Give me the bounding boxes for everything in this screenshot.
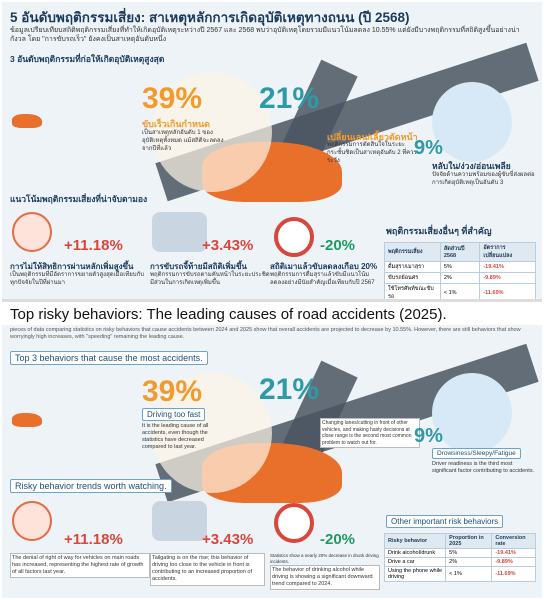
table-row: Drive a car 2% -9.89%	[383, 557, 536, 567]
stat-39-label: ขับเร็วเกินกำหนด	[142, 119, 210, 129]
table-cell: Using the phone while driving	[383, 566, 447, 582]
thai-infographic: 5 อันดับพฤติกรรมเสี่ยง: สาเหตุหลักการเกิ…	[2, 2, 542, 302]
table-cell: ขับรถย้อนศร	[384, 272, 441, 284]
table-cell: < 1%	[439, 283, 481, 299]
trend-drunk-value: -20%	[320, 237, 356, 254]
stat-9-label: หลับใน/ง่วง/อ่อนเพลีย	[432, 161, 511, 171]
no-drunk-driving-icon	[274, 503, 314, 543]
table-cell: ใช้โทรศัพท์ขณะขับรถ	[384, 283, 441, 299]
tailgating-icon	[152, 212, 207, 252]
right-of-way-icon	[12, 501, 52, 541]
table-cell: ดื่มสุรา/เมาสุรา	[384, 261, 441, 273]
stat-21-desc: พฤติกรรมการตัดสินใจในระยะกระชั้นชิดเป็นส…	[327, 142, 417, 164]
table-cell: 2%	[439, 272, 481, 284]
page-title-en: Top risky behaviors: The leading causes …	[10, 306, 447, 323]
trend-drunk-label-en: The behavior of drinking alcohol while d…	[270, 565, 380, 591]
table-header: Proportion in 2025	[445, 533, 493, 549]
other-risks-table-en: Risky behavior Proportion in 2025 Conver…	[383, 533, 536, 582]
table-cell: 5%	[445, 548, 493, 558]
table-cell: 5%	[439, 261, 481, 273]
stat-9-label-en: Drowsiness/Sleepy/Fatigue	[432, 448, 521, 459]
highlight-circle	[152, 373, 272, 493]
table-cell: Drive a car	[383, 557, 447, 567]
no-drunk-driving-icon	[274, 217, 314, 257]
stat-21-label: เปลี่ยนเลน/เลี้ยวตัดหน้า	[327, 132, 418, 142]
table-row: Using the phone while driving < 1% -11.6…	[383, 566, 536, 582]
table-cell: Drink alcohol/drunk	[383, 548, 447, 558]
trend-tailgating-value: +3.43%	[202, 237, 254, 254]
trend-tailgating-label: การขับรถจี้ท้ายมีสถิติเพิ่มขึ้น	[150, 262, 247, 271]
stat-39-desc-en: It is the leading cause of all accidents…	[142, 423, 209, 451]
sleepy-driver-icon	[432, 82, 512, 162]
table-row: ขับรถย้อนศร 2% -9.89%	[384, 272, 536, 284]
trend-right-of-way-label: การไม่ให้สิทธิการผ่านหลักเพิ่มสูงขึ้น	[10, 262, 134, 271]
table-row: Drink alcohol/drunk 5% -19.41%	[383, 548, 536, 558]
table-header: อัตราการเปลี่ยนแปลง	[479, 242, 536, 262]
intro-text-en: pieces of data comparing statistics on r…	[10, 327, 521, 341]
section-top3-title-en: Top 3 behaviors that cause the most acci…	[10, 351, 208, 365]
small-car-icon	[12, 413, 42, 427]
table-cell: -9.89%	[479, 272, 536, 284]
highlight-circle	[152, 72, 272, 192]
table-row: ใช้โทรศัพท์ขณะขับรถ < 1% -11.69%	[384, 283, 536, 299]
stat-21-percent: 21%	[259, 82, 320, 115]
trend-tailgating-desc: พฤติกรรมการขับรถตามคันหน้าในระยะประชิดมี…	[150, 272, 270, 286]
page-title: 5 อันดับพฤติกรรมเสี่ยง: สาเหตุหลักการเกิ…	[10, 10, 410, 25]
trend-drunk-desc: พฤติกรรมการดื่มสุราแล้วขับมีแนวโน้มลดลงอ…	[270, 272, 375, 286]
english-infographic: Top risky behaviors: The leading causes …	[2, 303, 542, 598]
trend-tailgating-value-en: +3.43%	[202, 531, 254, 548]
trend-right-of-way-label-en: The denial of right of way for vehicles …	[10, 553, 150, 579]
trend-drunk-top-en: Statistics show a nearly 20% decrease in…	[270, 553, 379, 564]
stat-9-desc: ปัจจัยด้านความพร้อมของผู้ขับขี่ส่งผลต่อก…	[432, 172, 535, 186]
table-header: พฤติกรรมเสี่ยง	[384, 242, 441, 262]
other-risks-table: พฤติกรรมเสี่ยง สัดส่วนปี 2568 อัตราการเป…	[384, 242, 536, 299]
trend-right-of-way-desc: เป็นพฤติกรรมที่มีอัตราการขยายตัวสูงสุดเม…	[10, 272, 145, 286]
right-of-way-icon	[12, 212, 52, 252]
table-header: Risky behavior	[383, 533, 447, 549]
table-cell: -11.69%	[479, 283, 536, 299]
stat-21-label-en: Changing lanes/cutting in front of other…	[320, 418, 420, 448]
tailgating-icon	[152, 501, 207, 541]
trend-tailgating-label-en: Tailgating is on the rise; this behavior…	[150, 553, 265, 586]
table-row: ดื่มสุรา/เมาสุรา 5% -19.41%	[384, 261, 536, 273]
title-bar	[2, 303, 542, 325]
table-cell: -19.41%	[491, 548, 536, 558]
table-header: Conversion rate	[491, 533, 536, 549]
stat-39-percent-en: 39%	[142, 375, 203, 408]
intro-text: ข้อมูลเปรียบเทียบสถิติพฤติกรรมเสี่ยงที่ท…	[10, 27, 520, 44]
stat-9-percent-en: 9%	[414, 425, 443, 447]
stat-9-desc-en: Driver readiness is the third most signi…	[432, 461, 535, 475]
other-risks-title-en: Other important risk behaviors	[386, 515, 504, 528]
section-trends-title: แนวโน้มพฤติกรรมเสี่ยงที่น่าจับตามอง	[10, 194, 148, 204]
sleepy-driver-icon	[432, 373, 512, 453]
trend-drunk-value-en: -20%	[320, 531, 356, 548]
table-header-row: พฤติกรรมเสี่ยง สัดส่วนปี 2568 อัตราการเป…	[384, 242, 536, 262]
trend-right-of-way-value: +11.18%	[64, 237, 123, 254]
stat-39-percent: 39%	[142, 82, 203, 115]
section-trends-title-en: Risky behavior trends worth watching.	[10, 479, 172, 493]
table-cell: 2%	[445, 557, 493, 567]
table-cell: -11.69%	[491, 566, 536, 582]
stat-9-percent: 9%	[414, 137, 443, 159]
table-cell: -9.89%	[491, 557, 536, 567]
section-top3-title: 3 อันดับพฤติกรรมที่ก่อให้เกิดอุบัติเหตุส…	[10, 54, 165, 64]
table-cell: < 1%	[445, 566, 493, 582]
table-header-row: Risky behavior Proportion in 2025 Conver…	[383, 533, 536, 549]
stat-39-desc: เป็นสาเหตุหลักอันดับ 1 ของอุบัติเหตุทั้ง…	[142, 130, 224, 152]
trend-drunk-label: สถิติเมาแล้วขับลดลงเกือบ 20%	[270, 262, 378, 271]
table-cell: -19.41%	[479, 261, 536, 273]
small-car-icon	[12, 114, 42, 128]
table-header: สัดส่วนปี 2568	[439, 242, 481, 262]
stat-21-percent-en: 21%	[259, 373, 320, 406]
stat-39-label-en: Driving too fast	[142, 408, 206, 421]
other-risks-title: พฤติกรรมเสี่ยงอื่นๆ ที่สำคัญ	[386, 226, 492, 236]
trend-right-of-way-value-en: +11.18%	[64, 531, 123, 548]
